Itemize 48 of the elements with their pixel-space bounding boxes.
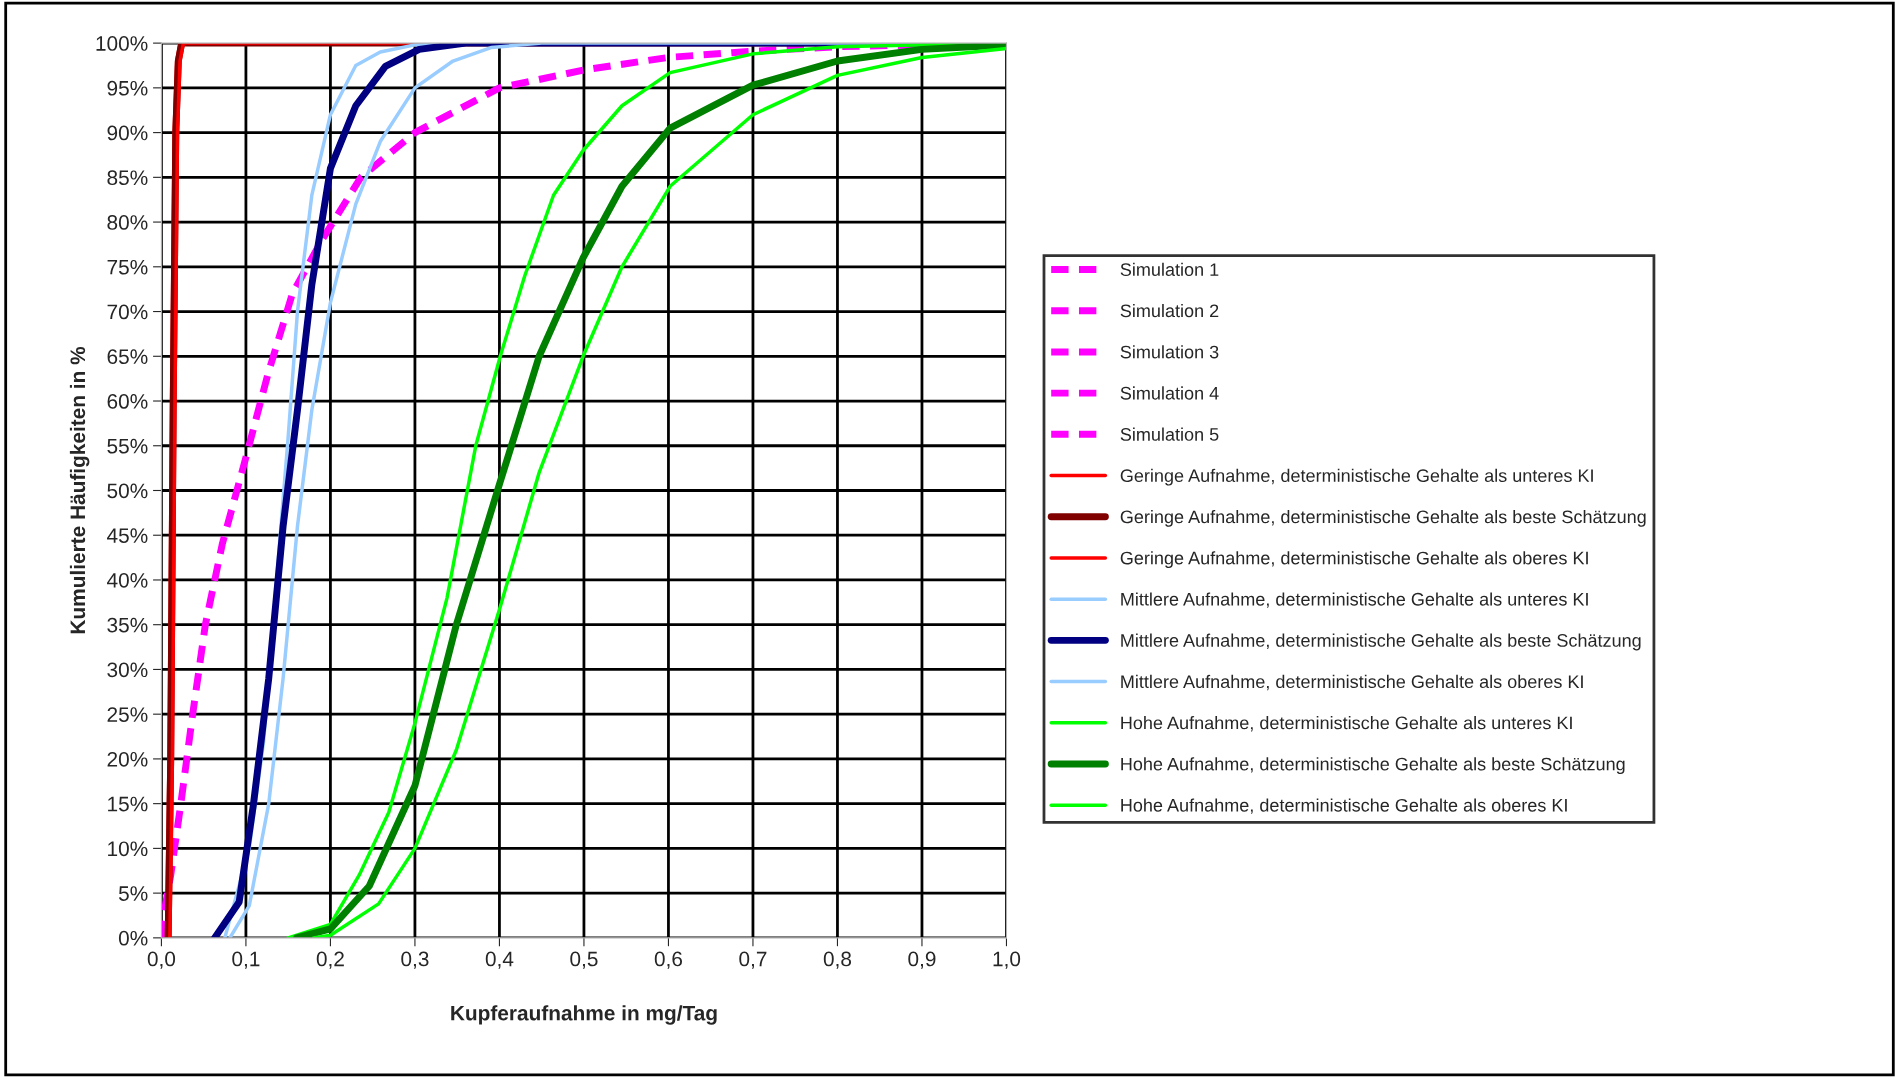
- y-tick-label: 30%: [107, 662, 148, 678]
- y-tick-label: 100%: [96, 36, 148, 51]
- y-tick-label: 70%: [107, 304, 148, 320]
- y-tick-label: 55%: [107, 438, 148, 454]
- y-tick-label: 40%: [107, 572, 148, 588]
- y-axis-title: Kumulierte Häufigkeiten in %: [69, 346, 90, 634]
- x-tick-label: 0,7: [739, 951, 767, 969]
- y-tick-label: 80%: [107, 215, 148, 230]
- x-tick-label: 0,4: [485, 951, 514, 969]
- x-tick-label: 0,8: [823, 951, 852, 969]
- x-axis-title: Kupferaufnahme in mg/Tag: [451, 1005, 717, 1025]
- y-tick-label: 25%: [107, 707, 148, 722]
- y-tick-label: 60%: [107, 394, 148, 409]
- legend-label: Geringe Aufnahme, deterministische Gehalte als oberes KI: [1120, 551, 1588, 569]
- legend-label: Simulation 1: [1120, 262, 1219, 277]
- y-tick-label: 65%: [107, 349, 148, 365]
- legend-label: Simulation 2: [1120, 303, 1219, 318]
- legend-label: Geringe Aufnahme, deterministische Gehalte als unteres KI: [1120, 468, 1593, 486]
- x-tick-label: 1,0: [993, 951, 1021, 969]
- legend-label: Hohe Aufnahme, deterministische Gehalte als unteres KI: [1121, 716, 1572, 732]
- x-tick-label: 0,5: [570, 951, 598, 969]
- x-tick-label: 0,0: [147, 951, 176, 969]
- y-tick-label: 35%: [107, 617, 148, 633]
- y-tick-label: 85%: [107, 170, 148, 186]
- legend-label: Simulation 5: [1120, 427, 1219, 441]
- y-tick-label: 0%: [118, 930, 148, 946]
- legend-label: Hohe Aufnahme, deterministische Gehalte als beste Schätzung: [1121, 757, 1625, 775]
- x-tick-label: 0,6: [654, 951, 683, 969]
- y-tick-label: 20%: [107, 751, 148, 767]
- x-tick-label: 0,3: [401, 951, 429, 969]
- y-tick-label: 95%: [107, 80, 148, 96]
- x-tick-label: 0,9: [908, 951, 936, 969]
- y-tick-label: 5%: [118, 886, 148, 901]
- y-tick-label: 15%: [108, 796, 148, 812]
- legend-label: Hohe Aufnahme, deterministische Gehalte als oberes KI: [1121, 798, 1567, 814]
- legend-label: Mittlere Aufnahme, deterministische Gehalte als oberes KI: [1121, 674, 1583, 691]
- legend-label: Geringe Aufnahme, deterministische Gehalte als beste Schätzung: [1120, 509, 1646, 527]
- x-tick-label: 0,1: [232, 951, 260, 969]
- x-tick-label: 0,2: [316, 951, 344, 969]
- legend-label: Mittlere Aufnahme, deterministische Gehalte als unteres KI: [1121, 592, 1588, 608]
- y-tick-label: 45%: [107, 528, 148, 543]
- y-tick-label: 10%: [108, 841, 148, 857]
- legend-label: Simulation 4: [1120, 386, 1219, 400]
- legend-label: Mittlere Aufnahme, deterministische Gehalte als beste Schätzung: [1121, 633, 1641, 651]
- y-tick-label: 50%: [107, 483, 148, 499]
- y-tick-label: 75%: [107, 259, 148, 275]
- y-tick-label: 90%: [107, 125, 148, 141]
- legend-label: Simulation 3: [1120, 345, 1219, 359]
